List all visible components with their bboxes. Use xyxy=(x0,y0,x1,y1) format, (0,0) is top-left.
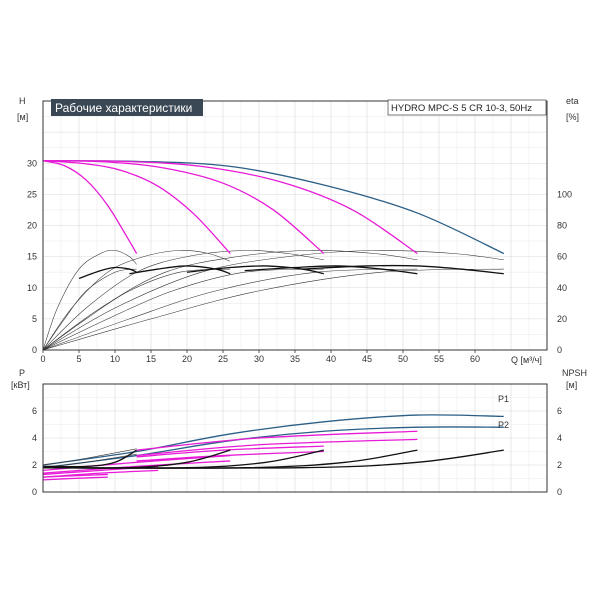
eta-curve-6 xyxy=(42,268,231,351)
top-xtick-label: 25 xyxy=(218,354,228,364)
head-curve-0 xyxy=(42,160,505,255)
bottom-ytick-right-label: 4 xyxy=(557,433,562,443)
power-curve-13 xyxy=(136,438,418,457)
top-xtick-label: 45 xyxy=(362,354,372,364)
bottom-ytick-right-label: 2 xyxy=(557,460,562,470)
top-ytick-right-label: 100 xyxy=(557,189,572,199)
eta-curve-1 xyxy=(42,250,231,351)
tick-labels: 0 5 10 15 20 25 30 35 40 45 50 55 600510152025300204… xyxy=(27,158,572,497)
bottom-ylabel-left-unit: [кВт] xyxy=(11,380,30,390)
top-plot-frame xyxy=(42,100,548,351)
series-label-p1: P1 xyxy=(498,394,509,404)
power-curve-12 xyxy=(136,430,418,451)
top-xtick-label: 55 xyxy=(434,354,444,364)
bottom-ytick-right-label: 6 xyxy=(557,406,562,416)
head-curve-4 xyxy=(42,160,418,255)
power-curve-5 xyxy=(42,476,108,481)
top-xtick-label: 60 xyxy=(470,354,480,364)
model-box xyxy=(387,99,547,116)
top-ytick-right-label: 0 xyxy=(557,345,562,355)
top-xlabel: Q [м³/ч] xyxy=(511,355,542,365)
eta-curve-9 xyxy=(42,268,504,351)
top-xtick-label: 15 xyxy=(146,354,156,364)
top-xtick-label: 0 xyxy=(40,354,45,364)
npsh-curve-4 xyxy=(42,449,504,469)
power-curve-11 xyxy=(136,450,324,462)
npsh-curve-0 xyxy=(42,449,137,468)
chart-title: Рабочие характеристики xyxy=(55,101,192,115)
top-xtick-label: 40 xyxy=(326,354,336,364)
top-ytick-left-label: 10 xyxy=(27,283,37,293)
title-box xyxy=(51,99,203,116)
top-ylabel-right-unit: [%] xyxy=(566,112,579,122)
top-ylabel-left-unit: [м] xyxy=(17,112,28,122)
top-ytick-left-label: 25 xyxy=(27,189,37,199)
eta-curve-5 xyxy=(42,268,137,351)
bottom-ytick-right-label: 0 xyxy=(557,487,562,497)
power-curve-7 xyxy=(42,469,159,478)
top-ytick-left-label: 30 xyxy=(27,158,37,168)
bottom-plot-frame xyxy=(42,383,548,493)
eta-curve-3 xyxy=(42,250,418,351)
bottom-curves xyxy=(42,414,504,481)
eta-curve-12 xyxy=(186,265,324,275)
top-xtick-label: 50 xyxy=(398,354,408,364)
top-xtick-label: 20 xyxy=(182,354,192,364)
top-ytick-left-label: 0 xyxy=(32,345,37,355)
head-curve-2 xyxy=(42,160,231,254)
head-curve-1 xyxy=(42,160,138,254)
top-xtick-label: 5 xyxy=(76,354,81,364)
bottom-ytick-left-label: 2 xyxy=(32,460,37,470)
bottom-ylabel-right: NPSH xyxy=(562,368,587,378)
bottom-ytick-left-label: 0 xyxy=(32,487,37,497)
power-curve-9 xyxy=(42,460,231,474)
eta-curve-8 xyxy=(42,268,418,351)
top-ytick-left-label: 15 xyxy=(27,252,37,262)
eta-curve-11 xyxy=(129,265,231,275)
top-xtick-label: 35 xyxy=(290,354,300,364)
top-curves xyxy=(42,160,505,351)
top-ytick-right-label: 80 xyxy=(557,221,567,231)
top-ylabel-right: eta xyxy=(566,96,579,106)
top-xtick-label: 10 xyxy=(110,354,120,364)
eta-curve-13 xyxy=(244,265,418,275)
top-grid xyxy=(42,100,548,351)
bottom-ylabel-left: P xyxy=(19,368,25,378)
bottom-grid xyxy=(42,383,548,493)
eta-curve-4 xyxy=(42,250,504,351)
eta-curve-2 xyxy=(42,250,324,351)
series-label-p2: P2 xyxy=(498,420,509,430)
top-ylabel-left: H xyxy=(19,96,26,106)
power-curve-10 xyxy=(136,445,324,458)
npsh-curve-1 xyxy=(42,449,231,469)
top-ytick-right-label: 20 xyxy=(557,314,567,324)
power-curve-2 xyxy=(42,448,137,466)
model-label: HYDRO MPC-S 5 CR 10-3, 50Hz xyxy=(391,103,532,114)
bottom-ytick-left-label: 6 xyxy=(32,406,37,416)
eta-curve-14 xyxy=(302,264,504,275)
top-xtick-label: 30 xyxy=(254,354,264,364)
top-ytick-left-label: 5 xyxy=(32,314,37,324)
eta-curve-10 xyxy=(78,266,137,280)
power-curve-0 xyxy=(42,414,504,466)
eta-curve-0 xyxy=(42,249,137,351)
top-ytick-right-label: 60 xyxy=(557,252,567,262)
top-ytick-right-label: 40 xyxy=(557,283,567,293)
bottom-ylabel-right-unit: [м] xyxy=(566,380,577,390)
eta-curve-7 xyxy=(42,268,324,351)
bottom-ytick-left-label: 4 xyxy=(32,433,37,443)
top-ytick-left-label: 20 xyxy=(27,221,37,231)
